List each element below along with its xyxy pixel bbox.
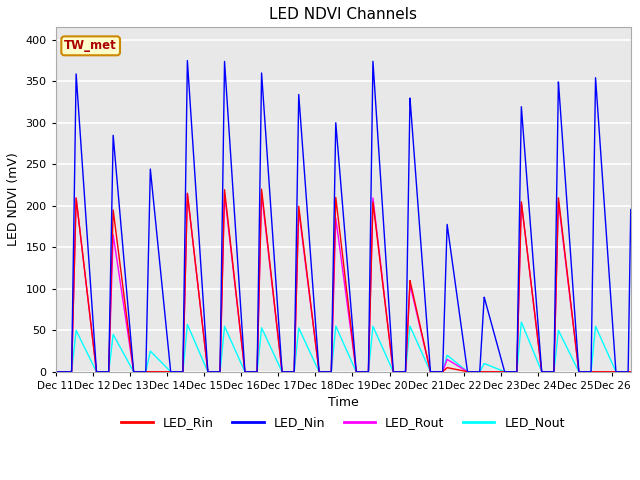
Text: TW_met: TW_met: [64, 39, 117, 52]
Legend: LED_Rin, LED_Nin, LED_Rout, LED_Nout: LED_Rin, LED_Nin, LED_Rout, LED_Nout: [116, 411, 570, 434]
Title: LED NDVI Channels: LED NDVI Channels: [269, 7, 417, 22]
X-axis label: Time: Time: [328, 396, 358, 409]
Y-axis label: LED NDVI (mV): LED NDVI (mV): [7, 153, 20, 246]
